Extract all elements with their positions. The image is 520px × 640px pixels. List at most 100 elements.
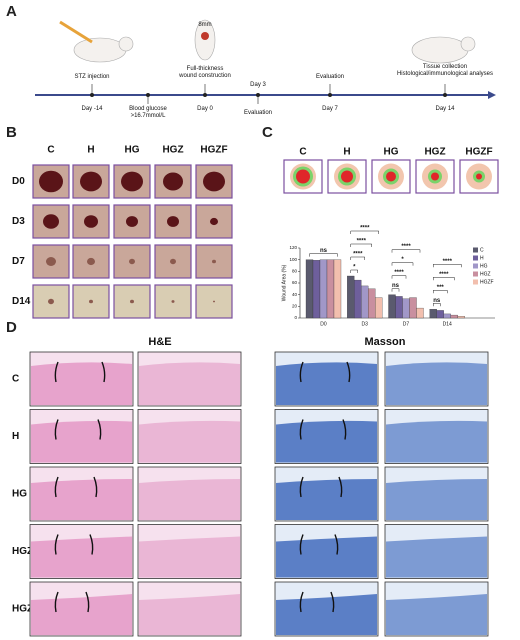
timeline-label: Evaluation xyxy=(316,74,344,80)
wound xyxy=(39,170,63,193)
timeline-label: Blood glucose >16.7mmol/L xyxy=(129,106,167,119)
significance-label: * xyxy=(353,265,356,271)
wound xyxy=(43,214,59,229)
bar xyxy=(361,285,369,319)
trace-d7 xyxy=(431,172,439,181)
significance-label: **** xyxy=(357,239,367,245)
tissue xyxy=(276,479,377,520)
timeline-label-line: wound construction xyxy=(178,73,231,79)
timeline-label-line: STZ injection xyxy=(74,74,109,80)
bar xyxy=(375,297,383,319)
legend-label: HGZ xyxy=(480,271,491,277)
wound xyxy=(126,216,138,227)
wound-edge xyxy=(299,534,304,555)
timeline-label-line: Blood glucose xyxy=(129,106,167,112)
wound-edge xyxy=(330,591,335,613)
bar xyxy=(416,307,424,319)
tissue xyxy=(386,362,487,405)
timeline-label-line: Evaluation xyxy=(316,74,344,80)
timeline-label-line: Day 14 xyxy=(435,106,455,112)
wound-edge xyxy=(93,476,98,498)
wound xyxy=(210,217,218,226)
timeline-label: Day 7 xyxy=(322,106,338,112)
significance-label: **** xyxy=(439,272,449,278)
legend-label: HGZF xyxy=(480,279,494,285)
bar xyxy=(305,259,314,319)
tissue xyxy=(276,536,377,578)
significance-label: **** xyxy=(443,259,453,265)
timeline-label-line: 8mm xyxy=(198,22,211,28)
significance-bracket xyxy=(350,269,358,273)
column-label: HGZF xyxy=(200,145,227,156)
x-tick-label: D0 xyxy=(320,321,327,327)
wound-edge xyxy=(299,476,304,498)
significance-label: ns xyxy=(320,248,328,254)
timeline-label: 8mm xyxy=(198,22,211,28)
tissue xyxy=(31,420,132,463)
tissue xyxy=(386,594,487,635)
significance-bracket xyxy=(433,303,441,307)
row-label: HGZ xyxy=(12,546,33,557)
wound-edge xyxy=(299,361,304,383)
wound-edge xyxy=(97,419,102,440)
timeline-label-line: Evaluation xyxy=(244,110,272,116)
bar xyxy=(326,259,335,319)
wound-edge xyxy=(54,361,59,383)
wound xyxy=(129,258,135,265)
significance-label: **** xyxy=(401,244,411,250)
wound-edge xyxy=(85,591,90,613)
significance-bracket xyxy=(433,264,462,268)
y-tick-label: 80 xyxy=(292,269,298,274)
wound-edge xyxy=(346,361,351,383)
y-axis-label: Wound Area (%) xyxy=(281,264,287,301)
timeline-label: Full-thickness wound construction xyxy=(178,66,231,79)
significance-label: **** xyxy=(360,226,370,232)
panel-label: B xyxy=(6,124,17,141)
tissue xyxy=(31,362,132,405)
wound xyxy=(163,172,183,191)
wound xyxy=(171,300,175,303)
bar xyxy=(388,294,396,319)
wound xyxy=(167,216,179,227)
bar xyxy=(409,297,417,319)
timeline-label: Day 0 xyxy=(197,106,213,112)
tissue xyxy=(386,536,487,578)
tissue xyxy=(276,362,377,405)
column-label: HGZ xyxy=(162,145,183,156)
timeline-label-line: Tissue collection xyxy=(423,64,467,70)
timeline-arrow xyxy=(488,91,496,99)
y-tick-label: 0 xyxy=(294,315,297,320)
significance-bracket xyxy=(391,288,400,292)
row-label: C xyxy=(12,374,19,385)
column-label: HG xyxy=(384,147,399,158)
significance-bracket xyxy=(433,277,455,281)
timeline-label-line: Full-thickness xyxy=(187,66,224,72)
column-label: H xyxy=(87,145,94,156)
tissue xyxy=(31,536,132,578)
trace-d7 xyxy=(476,173,482,180)
timeline-label-line: Day -14 xyxy=(81,106,103,112)
wound xyxy=(87,257,95,266)
legend-swatch xyxy=(473,263,478,269)
wound-edge xyxy=(334,534,339,555)
wound-edge xyxy=(342,419,347,440)
significance-bracket xyxy=(391,275,407,279)
tissue xyxy=(276,594,377,635)
trace-d7 xyxy=(386,171,396,182)
row-label: D0 xyxy=(12,176,25,187)
wound xyxy=(121,171,143,192)
column-label: HG xyxy=(125,145,140,156)
tissue xyxy=(139,594,240,635)
row-label: D3 xyxy=(12,216,25,227)
timeline-label: Day 3 xyxy=(250,82,266,88)
legend-swatch xyxy=(473,247,478,253)
y-tick-label: 60 xyxy=(292,280,298,285)
panel-label: D xyxy=(6,319,17,336)
significance-label: *** xyxy=(437,285,445,291)
timeline-label: Tissue collection Histological/immunologi… xyxy=(397,64,493,77)
bar xyxy=(429,309,437,319)
timeline-label-line: >16.7mmol/L xyxy=(131,113,167,119)
column-label: C xyxy=(47,145,54,156)
significance-label: * xyxy=(401,257,404,263)
trace-d7 xyxy=(341,170,353,183)
